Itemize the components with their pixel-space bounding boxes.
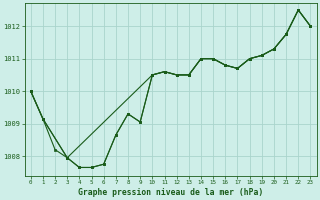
X-axis label: Graphe pression niveau de la mer (hPa): Graphe pression niveau de la mer (hPa): [78, 188, 263, 197]
